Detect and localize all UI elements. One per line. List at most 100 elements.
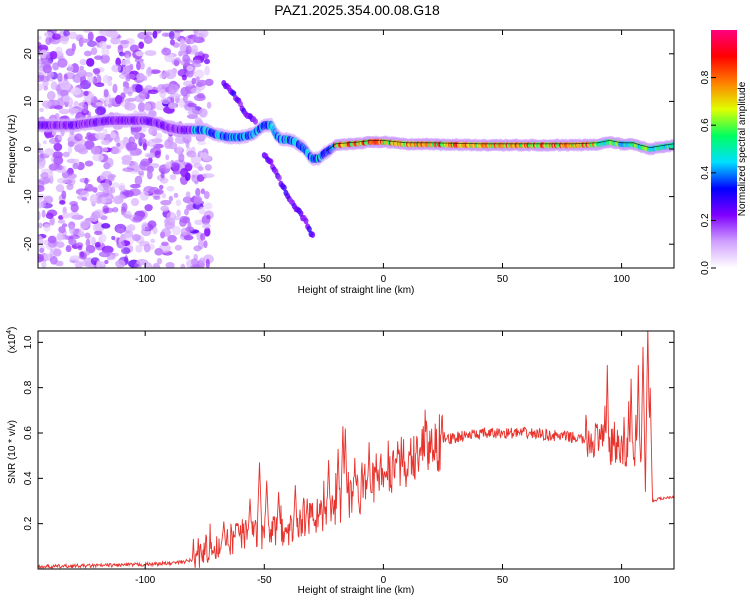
spectral-blob xyxy=(187,103,197,108)
spectral-blob xyxy=(67,64,74,73)
spectral-blob xyxy=(138,91,148,99)
spectral-blob xyxy=(121,202,128,213)
spectral-blob xyxy=(136,259,149,266)
spectral-blob xyxy=(47,100,58,106)
spectral-blob xyxy=(65,245,72,253)
spectral-blob xyxy=(56,241,65,248)
spectral-blob xyxy=(55,46,63,56)
snr-scale-label: (x104) xyxy=(6,327,18,354)
spectral-blob xyxy=(66,183,74,191)
spectral-blob xyxy=(190,155,202,165)
spectral-blob xyxy=(116,142,121,147)
spectral-blob xyxy=(195,187,201,197)
spectral-blob xyxy=(104,195,113,203)
x-tick-label: -100 xyxy=(135,274,155,285)
spectrogram-y-ticks: -20 -10 0 10 20 xyxy=(23,48,674,251)
spectral-blob xyxy=(58,226,66,234)
spectral-blob xyxy=(183,80,195,87)
spectral-blob xyxy=(160,199,172,206)
spectral-blob xyxy=(51,33,61,40)
snr-plot-area xyxy=(38,331,674,569)
spectral-blob xyxy=(115,259,126,268)
spectral-blob xyxy=(47,235,57,244)
spectral-blob xyxy=(154,247,163,256)
spectral-blob xyxy=(120,240,125,250)
colorbar-tick-label: 0.8 xyxy=(700,70,711,84)
spectral-blob xyxy=(53,142,63,152)
spectral-blob xyxy=(78,252,87,260)
spectral-blob xyxy=(169,93,182,98)
spectral-blob xyxy=(51,30,57,35)
spectral-blob xyxy=(173,192,179,199)
spectral-blob xyxy=(42,79,49,88)
spectral-blob xyxy=(88,186,98,192)
spectral-blob xyxy=(206,101,212,109)
spectral-blob xyxy=(112,83,118,94)
spectral-blob xyxy=(60,86,71,91)
x-tick-label: 0 xyxy=(381,274,387,285)
spectral-blob xyxy=(184,106,196,112)
spectral-blob xyxy=(70,87,82,96)
spectral-blob xyxy=(190,44,199,54)
spectral-blob xyxy=(67,145,73,154)
spectral-blob xyxy=(199,152,209,159)
spectral-blob xyxy=(95,191,107,198)
snr-x-label: Height of straight line (km) xyxy=(298,585,415,596)
spectral-blob xyxy=(190,258,199,267)
x-tick-label: 50 xyxy=(497,274,509,285)
spectral-blob xyxy=(160,97,171,105)
spectral-blob xyxy=(67,140,75,148)
spectral-blob xyxy=(143,243,151,253)
spectral-blob xyxy=(81,196,88,201)
spectral-blob xyxy=(57,219,66,224)
branch-blob xyxy=(303,217,309,225)
spectral-blob xyxy=(127,91,133,97)
spectral-blob xyxy=(41,260,47,268)
spectral-blob xyxy=(38,210,41,221)
spectral-blob xyxy=(69,224,75,235)
spectral-blob xyxy=(53,155,64,166)
spectral-blob xyxy=(161,32,169,37)
spectral-blob xyxy=(202,173,215,178)
spectral-blob xyxy=(69,234,80,240)
colorbar-tick-label: 0.0 xyxy=(700,261,711,275)
spectral-blob xyxy=(202,223,211,229)
spectral-blob xyxy=(203,58,211,65)
spectral-blob xyxy=(140,158,151,167)
y-tick-label: 0.8 xyxy=(23,380,34,394)
colorbar-gradient xyxy=(711,30,737,268)
spectral-blob xyxy=(108,97,116,105)
spectral-blob xyxy=(107,103,113,108)
y-tick-label: 0.4 xyxy=(23,471,34,485)
spectral-blob xyxy=(118,73,128,79)
spectral-blob xyxy=(68,238,77,246)
spectral-blob xyxy=(111,182,120,189)
spectral-blob xyxy=(79,58,88,66)
spectral-blob xyxy=(204,78,214,87)
spectral-blob xyxy=(119,51,125,57)
spectral-blob xyxy=(84,177,89,185)
spectral-blob xyxy=(183,58,192,63)
spectral-blob xyxy=(161,192,167,199)
spectral-blob xyxy=(56,232,64,242)
branch-blob xyxy=(276,174,282,182)
spectral-blob xyxy=(96,74,102,85)
spectral-blob xyxy=(38,161,46,170)
spectral-blob xyxy=(153,195,161,201)
spectral-blob xyxy=(204,65,211,76)
spectral-blob xyxy=(42,140,47,145)
spectral-blob xyxy=(97,110,102,116)
spectral-blob xyxy=(103,89,109,98)
spectral-blob xyxy=(98,40,107,49)
spectral-blob xyxy=(185,70,194,78)
spectral-blob xyxy=(180,263,186,268)
spectral-blob xyxy=(196,92,205,99)
spectral-blob xyxy=(122,167,135,172)
spectral-blob xyxy=(169,39,176,46)
spectral-blob xyxy=(175,199,182,207)
spectral-blob xyxy=(161,71,171,78)
spectral-blob xyxy=(120,92,126,99)
spectral-blob xyxy=(125,73,136,80)
spectral-blob xyxy=(199,257,205,263)
spectral-blob xyxy=(125,82,130,89)
